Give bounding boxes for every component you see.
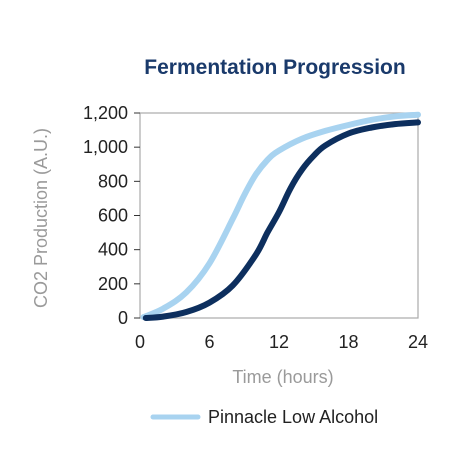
- y-tick-label: 0: [118, 308, 128, 328]
- series-line-2: [142, 119, 421, 321]
- x-tick-label: 24: [408, 332, 428, 352]
- series-lines: [140, 111, 421, 321]
- x-tick-label: 6: [204, 332, 214, 352]
- x-tick-label: 18: [338, 332, 358, 352]
- y-tick-label: 800: [98, 171, 128, 191]
- legend-label-pinnacle-low-alcohol: Pinnacle Low Alcohol: [208, 407, 378, 427]
- x-tick-labels: 0 6 12 18 24: [135, 332, 428, 352]
- y-tick-label: 1,000: [83, 137, 128, 157]
- x-tick-label: 0: [135, 332, 145, 352]
- legend: Pinnacle Low Alcohol: [150, 407, 378, 427]
- y-tick-label: 600: [98, 206, 128, 226]
- x-tick-label: 12: [269, 332, 289, 352]
- y-tick-label: 400: [98, 240, 128, 260]
- series-line-pinnacle-low-alcohol: [140, 111, 421, 321]
- x-axis-title: Time (hours): [232, 367, 333, 387]
- y-tick-labels: 0 200 400 600 800 1,000 1,200: [83, 103, 140, 328]
- y-axis-title: CO2 Production (A.U.): [31, 128, 51, 308]
- y-tick-label: 200: [98, 274, 128, 294]
- y-tick-label: 1,200: [83, 103, 128, 123]
- chart-title: Fermentation Progression: [144, 56, 405, 79]
